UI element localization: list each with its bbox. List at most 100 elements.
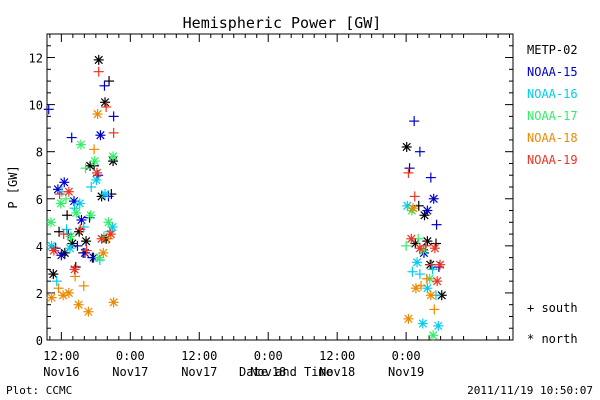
x-axis-label: Date and Time bbox=[239, 365, 333, 379]
south-marker bbox=[416, 280, 427, 291]
north-marker bbox=[76, 214, 87, 225]
north-marker bbox=[108, 297, 119, 308]
axis-ticks: 0 2 4 6 8 10 12 12:00 Nov16 0:00 Nov17 12:00 Nov17 0:… bbox=[29, 34, 513, 379]
y-tick-label: 6 bbox=[36, 193, 43, 207]
south-marker bbox=[86, 182, 97, 192]
x-tick-label-time: 12:00 bbox=[181, 349, 217, 363]
legend-entry: NOAA-17 bbox=[527, 109, 578, 123]
legend: METP-02 NOAA-15 NOAA-16 NOAA-17 NOAA-18 NOAA-… bbox=[527, 43, 578, 167]
north-marker bbox=[103, 217, 114, 228]
legend-entry: NOAA-19 bbox=[527, 153, 578, 167]
north-marker bbox=[59, 177, 70, 188]
south-marker bbox=[72, 240, 83, 251]
y-tick-label: 8 bbox=[36, 146, 43, 160]
x-tick-label-date: Nov16 bbox=[43, 365, 79, 379]
data-points bbox=[43, 54, 447, 341]
north-marker bbox=[74, 226, 85, 237]
south-marker bbox=[58, 229, 69, 240]
north-marker bbox=[108, 151, 119, 162]
south-marker bbox=[51, 276, 62, 287]
south-marker bbox=[409, 116, 420, 127]
north-marker bbox=[92, 109, 103, 120]
north-marker bbox=[65, 231, 76, 242]
south-marker bbox=[404, 163, 415, 174]
north-marker bbox=[417, 318, 428, 329]
x-tick-label-time: 12:00 bbox=[43, 349, 79, 363]
north-marker bbox=[83, 306, 94, 317]
north-marker bbox=[75, 139, 86, 150]
south-marker bbox=[421, 273, 432, 284]
south-marker bbox=[62, 210, 73, 221]
north-marker bbox=[89, 156, 100, 167]
north-marker bbox=[95, 130, 106, 141]
north-marker bbox=[422, 205, 433, 216]
south-marker bbox=[43, 104, 54, 115]
north-marker bbox=[435, 259, 446, 270]
north-marker bbox=[419, 210, 430, 221]
south-marker bbox=[93, 66, 104, 77]
north-marker bbox=[63, 186, 74, 197]
north-marker bbox=[100, 97, 111, 108]
south-marker bbox=[89, 144, 100, 155]
north-marker bbox=[52, 184, 63, 195]
south-marker bbox=[99, 80, 110, 91]
south-marker bbox=[420, 240, 431, 251]
south-marker bbox=[101, 101, 112, 112]
north-marker bbox=[428, 330, 439, 341]
south-marker bbox=[403, 167, 414, 178]
south-marker bbox=[407, 266, 418, 277]
north-marker bbox=[105, 229, 116, 240]
north-marker bbox=[408, 203, 419, 214]
north-marker bbox=[401, 141, 412, 152]
legend-entry: METP-02 bbox=[527, 43, 578, 57]
south-marker bbox=[104, 76, 115, 87]
y-tick-label: 4 bbox=[36, 240, 43, 254]
north-marker bbox=[74, 198, 85, 209]
south-marker bbox=[409, 191, 420, 202]
south-marker bbox=[54, 189, 65, 200]
north-marker bbox=[46, 292, 57, 303]
south-marker bbox=[414, 269, 425, 280]
chart-title: Hemispheric Power [GW] bbox=[183, 14, 382, 32]
legend-entry: NOAA-16 bbox=[527, 87, 578, 101]
south-marker bbox=[414, 146, 425, 157]
north-marker bbox=[81, 236, 92, 247]
north-marker bbox=[432, 276, 443, 287]
north-marker bbox=[98, 247, 109, 258]
x-tick-label-date: Nov18 bbox=[250, 365, 286, 379]
south-marker bbox=[431, 219, 442, 230]
north-marker bbox=[73, 299, 84, 310]
north-marker bbox=[56, 250, 67, 261]
north-marker bbox=[55, 198, 66, 209]
y-tick-label: 0 bbox=[36, 334, 43, 348]
south-marker bbox=[425, 172, 436, 183]
north-marker bbox=[410, 283, 421, 294]
north-marker bbox=[414, 243, 425, 254]
south-marker bbox=[108, 127, 119, 138]
footer-plot-credit: Plot: CCMC bbox=[6, 384, 73, 397]
legend-north-marker: * north bbox=[527, 332, 578, 346]
x-tick-label-time: 0:00 bbox=[116, 349, 145, 363]
legend-entry: NOAA-15 bbox=[527, 65, 578, 79]
north-marker bbox=[85, 210, 96, 221]
south-marker bbox=[53, 283, 64, 294]
south-marker bbox=[78, 280, 89, 291]
south-marker bbox=[108, 111, 119, 122]
north-marker bbox=[433, 320, 444, 331]
south-marker bbox=[81, 245, 92, 256]
y-axis-label: P [GW] bbox=[6, 165, 20, 208]
north-marker bbox=[406, 233, 417, 244]
north-marker bbox=[428, 193, 439, 204]
north-marker bbox=[107, 222, 118, 233]
north-marker bbox=[63, 287, 74, 298]
south-marker bbox=[75, 224, 86, 235]
y-tick-label: 2 bbox=[36, 287, 43, 301]
north-marker bbox=[425, 290, 436, 301]
north-marker bbox=[46, 217, 57, 228]
north-marker bbox=[93, 54, 104, 65]
x-tick-label-date: Nov19 bbox=[388, 365, 424, 379]
x-tick-label-time: 0:00 bbox=[254, 349, 283, 363]
south-marker bbox=[66, 132, 77, 143]
south-marker bbox=[427, 264, 438, 275]
